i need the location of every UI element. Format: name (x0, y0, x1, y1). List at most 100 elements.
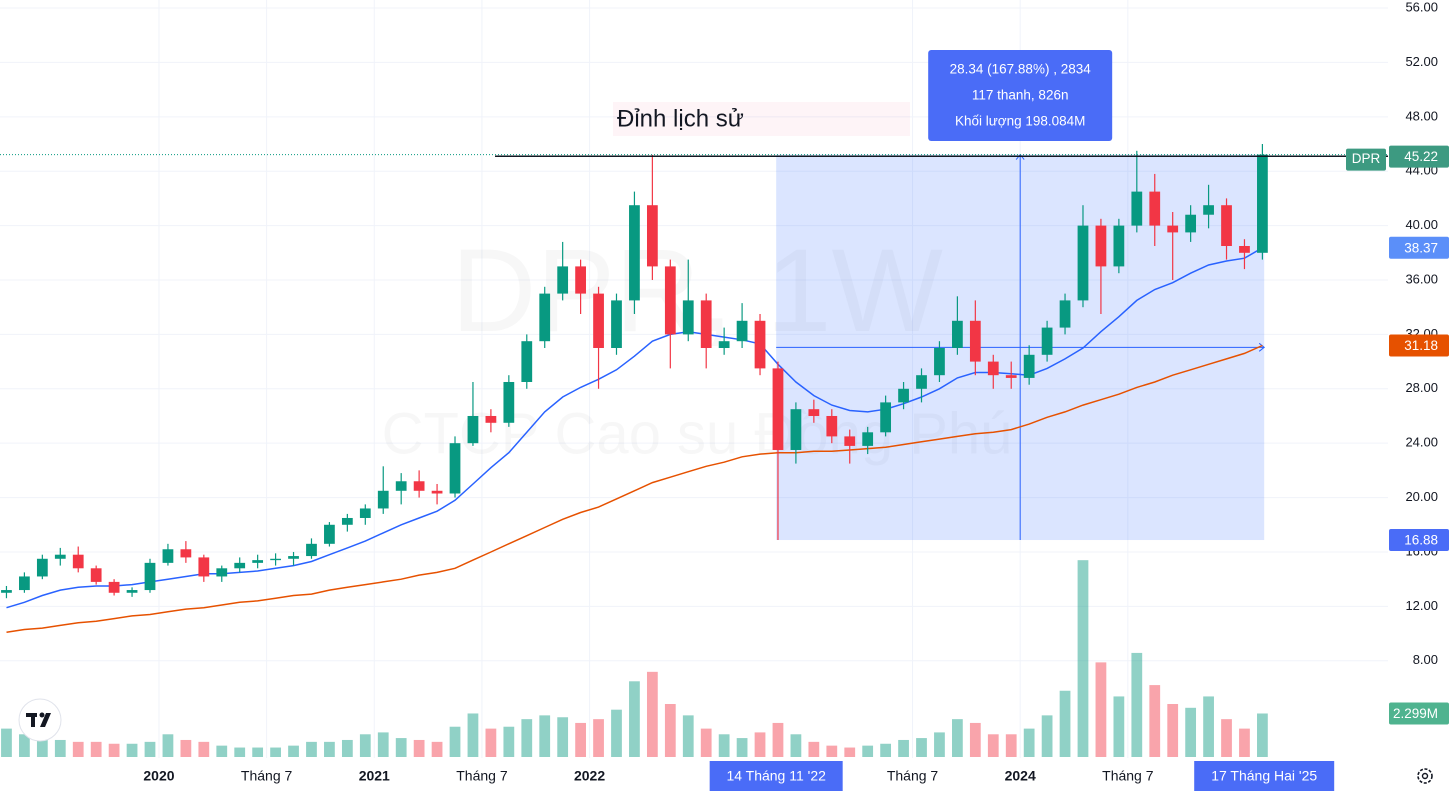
candle-body (108, 581, 120, 593)
logo[interactable] (18, 698, 62, 742)
candle-body (503, 381, 515, 423)
volume-bar (754, 732, 766, 757)
volume-bar (1059, 690, 1071, 757)
candle-body (646, 205, 658, 267)
x-tick-label: Tháng 7 (241, 768, 293, 784)
candle-body (826, 415, 838, 437)
candle-body (880, 402, 892, 433)
range-date-label: 14 Tháng 11 '22 (726, 768, 826, 784)
volume-bar (934, 732, 945, 757)
candle-body (234, 562, 246, 569)
volume-bar (1023, 728, 1035, 757)
x-tick-label: 2024 (1005, 768, 1036, 784)
volume-bar (306, 741, 317, 757)
candle-body (987, 361, 999, 376)
candle-body (467, 415, 479, 444)
candle-body (521, 341, 533, 382)
price-badge-label: 38.37 (1404, 240, 1438, 255)
candle-body (198, 557, 210, 577)
x-tick-label: Tháng 7 (456, 768, 508, 784)
range-date-badge (1194, 761, 1335, 791)
candle-body (1185, 214, 1197, 233)
volume-bar (1149, 685, 1161, 757)
volume-bar (1257, 713, 1268, 757)
x-tick-label: Tháng 7 (887, 768, 939, 784)
candle-body (844, 436, 856, 446)
volume-bar (377, 732, 389, 757)
candle-body (700, 300, 712, 348)
y-tick-label: 36.00 (1405, 271, 1438, 286)
volume-bar (772, 722, 784, 757)
candle-body (1131, 191, 1143, 226)
volume-bar (413, 739, 425, 757)
y-tick-label: 24.00 (1405, 435, 1438, 450)
volume-bar (126, 743, 138, 757)
volume-bar (359, 734, 371, 757)
volume-bar (1113, 696, 1125, 757)
logo-part[interactable] (40, 713, 51, 727)
range-arrow-right (1258, 342, 1266, 352)
volume-bar (736, 738, 748, 757)
price-badge (1389, 529, 1449, 552)
volume-bar (216, 745, 228, 757)
candle-body (485, 415, 497, 423)
candle-body (1149, 191, 1161, 226)
candle-body (90, 568, 102, 582)
volume-bar (54, 739, 66, 757)
candle-body (144, 562, 156, 591)
volume-bar (1185, 707, 1197, 757)
price-badge (1389, 334, 1449, 357)
volume-bar (288, 745, 299, 757)
candle-body (1239, 246, 1250, 253)
candle-body (862, 432, 874, 446)
volume-bar (324, 741, 335, 757)
candle-body (1005, 375, 1017, 378)
volume-bar (593, 719, 604, 757)
volume-bar (467, 713, 479, 757)
volume-bar (395, 738, 407, 757)
volume-bar (844, 747, 856, 757)
volume-bar (539, 715, 551, 757)
candle-body (1095, 225, 1107, 267)
candle-body (1077, 225, 1089, 301)
volume-bar (916, 738, 927, 757)
volume-bar (19, 734, 30, 757)
gear-inner[interactable] (1421, 772, 1429, 780)
candle-body (180, 549, 192, 558)
y-tick-label: 52.00 (1405, 54, 1438, 69)
candle-body (1221, 205, 1232, 247)
candle-body (969, 320, 981, 362)
moving-average (6, 247, 1263, 609)
logo-circle[interactable] (18, 698, 62, 742)
candle-body (1023, 354, 1035, 378)
candle-body (216, 568, 228, 577)
volume-bar (718, 734, 730, 757)
price-axis (1388, 0, 1456, 760)
moving-average (6, 344, 1263, 633)
logo-part[interactable] (31, 713, 35, 727)
volume-bar (108, 743, 120, 757)
volume-bar (969, 722, 981, 757)
y-tick-label: 48.00 (1405, 108, 1438, 123)
y-tick-label: 12.00 (1405, 598, 1438, 613)
volume-bar (646, 671, 658, 757)
candle-body (431, 490, 443, 494)
settings-icon[interactable] (1417, 768, 1433, 784)
candle-body (19, 576, 30, 591)
candle-body (557, 266, 569, 294)
volume-bar (270, 747, 281, 757)
volume-bar (987, 734, 999, 757)
gear-outer[interactable] (1417, 768, 1433, 784)
volume-bar (252, 747, 264, 757)
candle-body (377, 490, 389, 509)
candle-body (1257, 154, 1268, 253)
candle-body (629, 205, 640, 301)
volume-bar (664, 704, 676, 757)
logo-part[interactable] (39, 712, 45, 718)
candle-body (1167, 225, 1179, 233)
candle-body (898, 388, 909, 403)
volume-bar (1041, 715, 1053, 757)
candle-body (1203, 205, 1214, 215)
candle-body (341, 517, 353, 525)
